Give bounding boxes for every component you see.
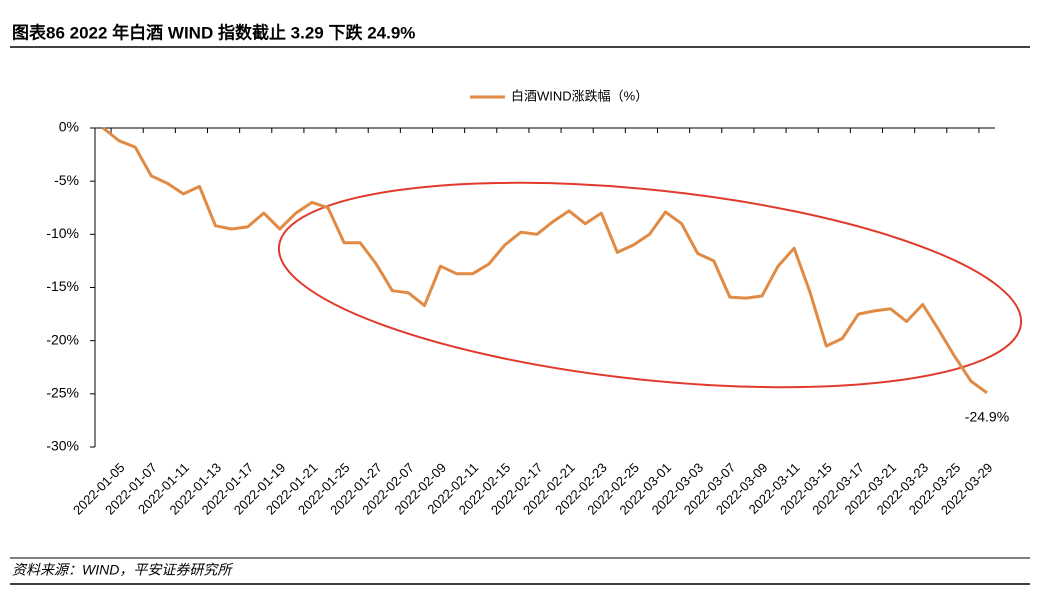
y-tick-label: -10% <box>46 225 79 241</box>
data-label: -24.9% <box>965 408 1009 424</box>
y-tick-label: -25% <box>46 385 79 401</box>
y-tick-label: -5% <box>54 172 79 188</box>
y-tick-label: -30% <box>46 438 79 454</box>
source-note: 资料来源：WIND，平安证券研究所 <box>12 562 233 578</box>
legend-label: 白酒WIND涨跌幅（%） <box>511 88 648 103</box>
y-tick-label: -15% <box>46 278 79 294</box>
y-tick-label: 0% <box>59 119 79 135</box>
highlight-ellipse <box>277 181 1023 389</box>
y-tick-label: -20% <box>46 331 79 347</box>
data-line <box>102 126 988 395</box>
figure-title: 图表86 2022 年白酒 WIND 指数截止 3.29 下跌 24.9% <box>12 22 415 42</box>
